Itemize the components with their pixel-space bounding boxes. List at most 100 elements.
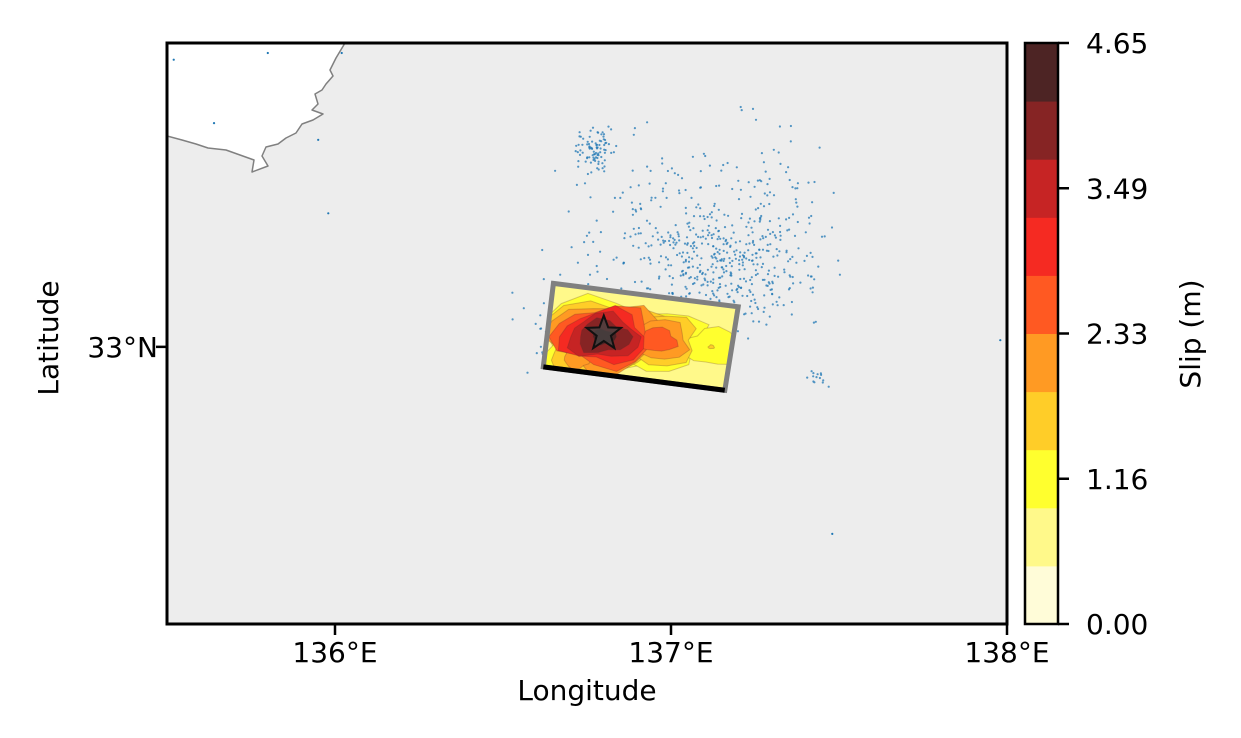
- colorbar-tick-label: 1.16: [1086, 463, 1148, 496]
- aftershock-point: [811, 291, 814, 294]
- aftershock-point: [791, 186, 794, 189]
- aftershock-point: [593, 157, 596, 160]
- aftershock-point: [648, 222, 651, 225]
- aftershock-point: [807, 181, 810, 184]
- aftershock-point: [707, 234, 710, 237]
- aftershock-point: [657, 238, 660, 241]
- aftershock-point: [755, 252, 758, 255]
- aftershock-point: [761, 248, 765, 251]
- aftershock-point: [783, 271, 786, 274]
- aftershock-point: [766, 183, 769, 186]
- aftershock-point: [750, 226, 753, 229]
- aftershock-point: [811, 286, 815, 289]
- aftershock-point: [635, 210, 638, 213]
- aftershock-point: [629, 186, 632, 189]
- aftershock-point: [738, 286, 741, 289]
- aftershock-point: [691, 282, 695, 286]
- aftershock-point: [750, 299, 753, 303]
- aftershock-point: [730, 282, 733, 285]
- x-tick-label: 136°E: [292, 636, 377, 669]
- aftershock-point: [596, 146, 599, 149]
- aftershock-point: [698, 291, 701, 294]
- aftershock-point: [710, 236, 714, 240]
- aftershock-point: [768, 202, 771, 206]
- aftershock-point: [795, 261, 798, 264]
- aftershock-point: [725, 270, 728, 273]
- aftershock-point: [671, 292, 674, 296]
- aftershock-point: [748, 289, 751, 292]
- aftershock-point: [749, 305, 752, 308]
- aftershock-point: [578, 153, 582, 156]
- aftershock-point: [682, 261, 685, 264]
- aftershock-point: [691, 155, 695, 158]
- aftershock-point: [599, 147, 602, 150]
- aftershock-point: [742, 256, 746, 259]
- aftershock-point: [588, 156, 591, 159]
- aftershock-point: [793, 234, 797, 237]
- aftershock-point: [766, 228, 770, 231]
- aftershock-point: [748, 258, 751, 262]
- aftershock-point: [728, 261, 732, 264]
- aftershock-point: [820, 235, 824, 238]
- aftershock-point: [751, 293, 755, 296]
- aftershock-point: [666, 169, 670, 173]
- aftershock-point: [649, 169, 652, 172]
- aftershock-point: [734, 253, 737, 256]
- aftershock-point: [668, 239, 671, 242]
- aftershock-point: [706, 284, 709, 287]
- aftershock-point: [735, 288, 738, 292]
- aftershock-point: [661, 157, 664, 160]
- aftershock-point: [673, 238, 676, 241]
- aftershock-point: [661, 190, 665, 193]
- aftershock-point: [738, 259, 741, 262]
- aftershock-point: [719, 259, 722, 262]
- aftershock-point: [722, 243, 725, 246]
- aftershock-point: [648, 182, 651, 185]
- aftershock-point: [736, 291, 739, 294]
- aftershock-point: [789, 140, 792, 143]
- aftershock-point: [760, 214, 763, 218]
- aftershock-point: [692, 227, 695, 230]
- aftershock-point: [704, 237, 707, 240]
- colorbar-level: [1025, 333, 1058, 393]
- aftershock-point: [670, 167, 674, 170]
- aftershock-point: [679, 274, 682, 277]
- aftershock-point: [701, 229, 704, 232]
- aftershock-point: [685, 287, 688, 290]
- aftershock-point: [647, 287, 650, 290]
- aftershock-point: [750, 312, 753, 315]
- aftershock-point: [699, 207, 702, 210]
- aftershock-point: [534, 322, 537, 325]
- aftershock-point: [785, 251, 788, 254]
- aftershock-point: [738, 263, 741, 266]
- colorbar-level: [1025, 217, 1058, 276]
- aftershock-point: [760, 152, 764, 155]
- aftershock-point: [724, 284, 727, 287]
- aftershock-point: [639, 202, 642, 205]
- aftershock-point: [615, 256, 618, 259]
- aftershock-point: [689, 245, 693, 248]
- aftershock-point: [744, 312, 747, 315]
- aftershock-point: [710, 265, 713, 268]
- aftershock-point: [692, 215, 696, 218]
- aftershock-point: [673, 172, 676, 175]
- aftershock-point: [722, 237, 725, 240]
- aftershock-point: [809, 251, 812, 254]
- aftershock-point: [790, 300, 794, 304]
- aftershock-point: [585, 234, 589, 237]
- aftershock-point: [632, 133, 635, 136]
- aftershock-point: [570, 246, 573, 249]
- aftershock-point: [730, 265, 733, 268]
- aftershock-point: [768, 191, 772, 194]
- aftershock-point: [789, 258, 792, 261]
- aftershock-point: [731, 187, 734, 191]
- aftershock-point: [759, 256, 762, 259]
- aftershock-point: [576, 261, 580, 264]
- aftershock-point: [712, 245, 715, 248]
- aftershock-point: [718, 184, 721, 187]
- aftershock-point: [622, 261, 626, 264]
- colorbar-tick-label: 3.49: [1086, 172, 1148, 205]
- aftershock-point: [591, 126, 595, 129]
- aftershock-point: [692, 250, 696, 253]
- aftershock-point: [637, 226, 641, 230]
